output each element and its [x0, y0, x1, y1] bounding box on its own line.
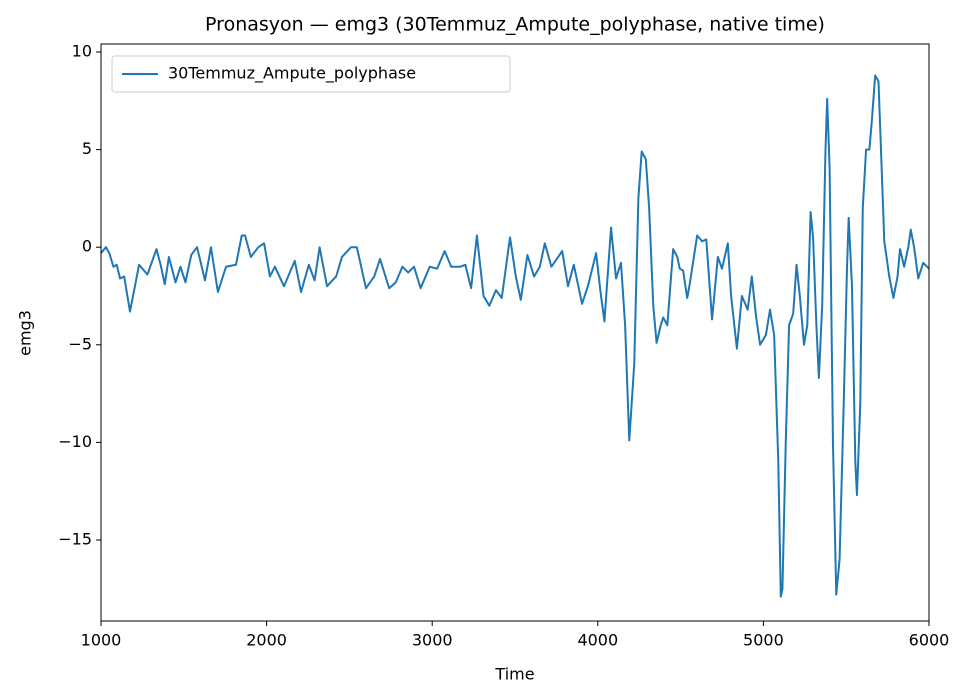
y-tick-label: 10: [72, 42, 92, 61]
chart-title: Pronasyon — emg3 (30Temmuz_Ampute_polyph…: [205, 14, 825, 36]
y-tick-label: 0: [82, 237, 92, 256]
y-tick-label: 5: [82, 139, 92, 158]
legend-box: [111, 55, 511, 93]
plot-frame: [100, 43, 930, 622]
x-tick-label: 5000: [743, 631, 784, 650]
legend-label: 30Temmuz_Ampute_polyphase: [168, 64, 416, 84]
x-tick-label: 4000: [577, 631, 618, 650]
y-axis-label: emg3: [16, 310, 35, 356]
data-line: [100, 74, 930, 598]
x-axis-label: Time: [494, 665, 534, 684]
y-tick-label: −15: [58, 529, 92, 548]
x-tick-label: 6000: [909, 631, 950, 650]
x-tick-label: 1000: [81, 631, 122, 650]
x-tick-label: 2000: [246, 631, 287, 650]
y-tick-label: −5: [68, 334, 92, 353]
x-tick-label: 3000: [412, 631, 453, 650]
y-tick-label: −10: [58, 432, 92, 451]
